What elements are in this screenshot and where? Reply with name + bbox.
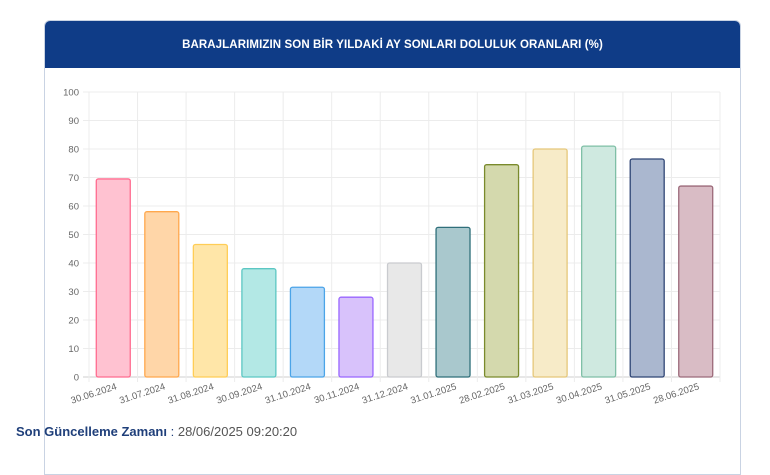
last-update-separator: : [167,424,178,439]
x-tick-label: 31.08.2024 [167,381,216,406]
x-tick-label: 31.10.2024 [264,381,313,406]
x-tick-label: 31.07.2024 [118,381,167,406]
bar [435,226,471,378]
x-tick-label: 31.05.2025 [604,381,653,406]
bar [144,211,180,378]
bar [95,178,131,378]
y-tick-label: 20 [68,316,79,327]
bar-chart: 0 10 20 30 40 50 60 70 80 90 100 30.06.2024 31.07.20… [63,88,721,407]
last-update-value: 28/06/2025 09:20:20 [177,424,298,439]
bar [386,262,423,378]
x-tick-label: 31.01.2025 [409,381,458,406]
bar [629,158,665,378]
chart-area: 0 10 20 30 40 50 60 70 80 90 100 30.06.2024 31.07.20… [45,68,740,438]
bar [192,243,228,378]
chart-card: BARAJLARIMIZIN SON BİR YILDAKİ AY SONLAR… [44,20,741,475]
last-update-label: Son Güncelleme Zamanı [16,424,167,439]
bar [483,164,520,378]
y-tick-label: 10 [68,344,79,355]
y-tick-label: 0 [74,373,79,384]
bar [338,296,374,378]
y-tick-label: 100 [63,88,79,99]
card-header: BARAJLARIMIZIN SON BİR YILDAKİ AY SONLAR… [45,21,740,68]
bar [241,268,277,378]
bar [289,286,326,378]
chart-title: BARAJLARIMIZIN SON BİR YILDAKİ AY SONLAR… [182,38,603,51]
y-tick-label: 30 [68,287,79,298]
x-tick-label: 28.02.2025 [458,381,507,406]
y-tick-label: 90 [68,116,79,127]
x-tick-label: 30.11.2024 [313,381,361,406]
y-tick-label: 60 [68,202,79,213]
last-update: Son Güncelleme Zamanı : 28/06/2025 09:20… [16,424,297,439]
x-tick-label: 31.03.2025 [506,381,555,406]
x-tick-label: 31.12.2024 [361,381,410,406]
bar [678,185,714,378]
y-tick-label: 50 [68,230,79,241]
x-tick-label: 30.04.2025 [555,381,604,406]
bar [581,145,617,378]
x-tick-label: 30.06.2024 [70,381,119,406]
y-tick-label: 80 [68,145,79,156]
bar [532,148,568,378]
y-tick-label: 70 [68,173,79,184]
x-tick-label: 30.09.2024 [215,381,264,406]
x-tick-label: 28.06.2025 [652,381,701,406]
y-tick-label: 40 [68,259,79,270]
